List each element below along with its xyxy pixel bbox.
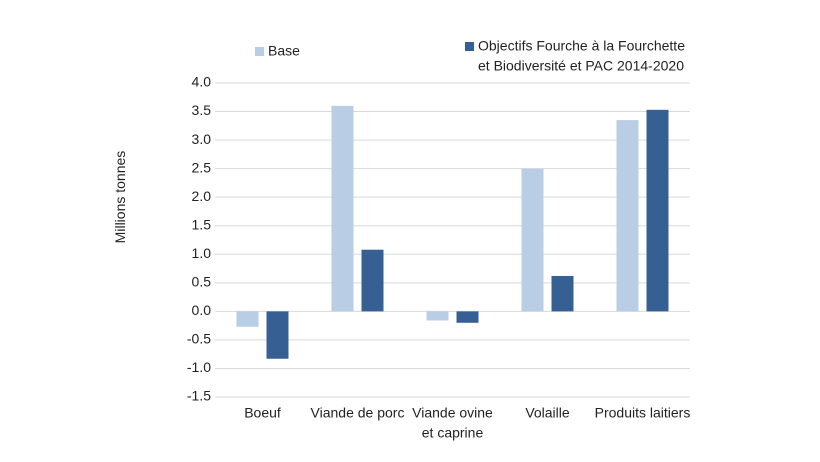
y-axis-label: Millions tonnes xyxy=(112,151,128,244)
legend-swatch xyxy=(465,42,474,51)
legend-swatch xyxy=(255,47,264,56)
bar xyxy=(616,120,639,312)
bar xyxy=(646,109,669,312)
y-tick-label: 0.0 xyxy=(192,302,212,318)
y-tick-label: 0.5 xyxy=(192,274,212,290)
bar xyxy=(551,275,574,312)
y-tick-label: -0.5 xyxy=(187,331,211,347)
bar xyxy=(236,311,259,327)
bar xyxy=(521,168,544,312)
y-tick-label: -1.5 xyxy=(187,388,211,404)
x-tick-label: Produits laitiers xyxy=(595,405,691,421)
x-tick-label: Viande ovine xyxy=(412,405,493,421)
bar xyxy=(426,311,449,321)
x-tick-label: Viande de porc xyxy=(311,405,405,421)
bar xyxy=(266,311,289,359)
y-tick-label: 4.0 xyxy=(192,74,212,90)
y-tick-label: 2.0 xyxy=(192,188,212,204)
x-tick-label: Boeuf xyxy=(244,405,281,421)
bar xyxy=(361,249,384,312)
y-tick-label: 3.0 xyxy=(192,131,212,147)
y-tick-label: 1.5 xyxy=(192,216,212,232)
y-tick-label: 2.5 xyxy=(192,159,212,175)
bar xyxy=(331,105,354,312)
y-tick-label: -1.0 xyxy=(187,359,211,375)
legend-label: et Biodiversité et PAC 2014-2020 xyxy=(478,58,684,74)
x-tick-label: Volaille xyxy=(525,405,570,421)
y-tick-label: 1.0 xyxy=(192,245,212,261)
y-tick-label: 3.5 xyxy=(192,102,212,118)
x-tick-label: et caprine xyxy=(422,425,484,441)
legend-label: Base xyxy=(268,43,300,59)
legend-label: Objectifs Fourche à la Fourchette xyxy=(478,38,685,54)
bar xyxy=(456,311,479,323)
